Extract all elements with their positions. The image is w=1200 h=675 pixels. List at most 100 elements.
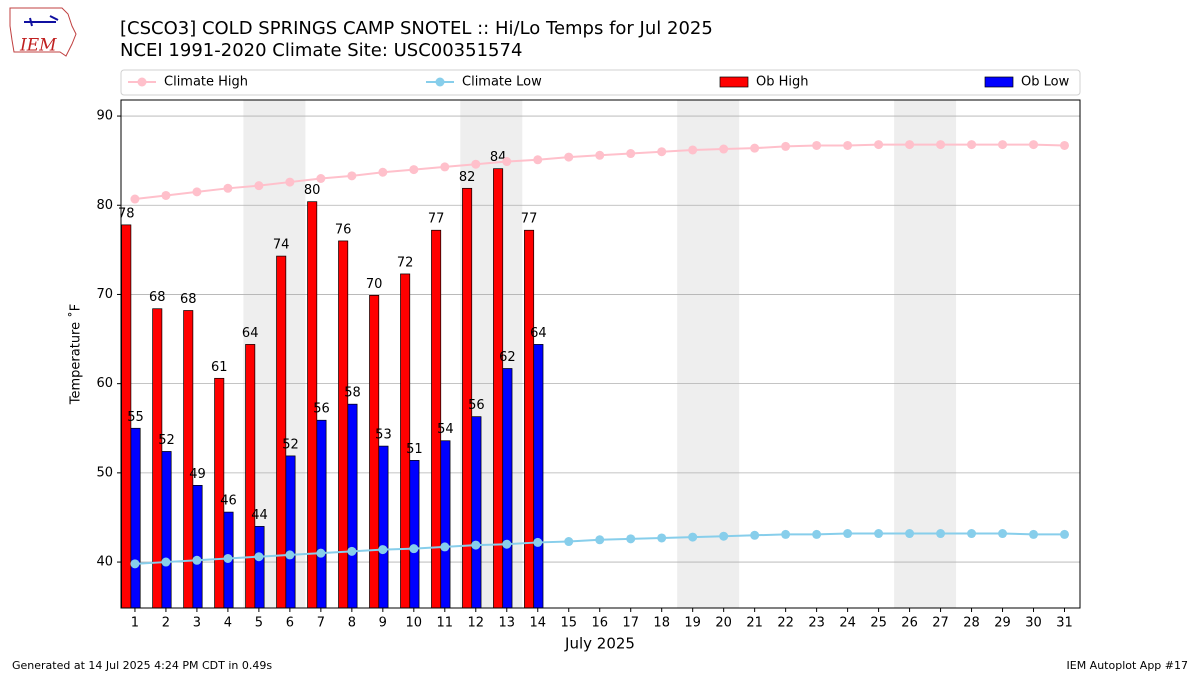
value-label: 54 xyxy=(437,422,454,437)
bar xyxy=(245,344,256,609)
x-tick-label: 24 xyxy=(839,616,856,631)
bar xyxy=(378,445,389,609)
legend-box xyxy=(120,69,1081,96)
line-marker xyxy=(316,173,326,183)
x-tick-label: 16 xyxy=(591,616,608,631)
x-tick-label: 15 xyxy=(560,616,577,631)
y-tick-label: 90 xyxy=(96,109,113,124)
line-marker xyxy=(750,143,760,153)
bar xyxy=(130,427,141,609)
bar xyxy=(502,368,513,609)
value-label: 68 xyxy=(149,290,166,305)
bar xyxy=(409,460,420,609)
value-label: 72 xyxy=(397,255,414,270)
x-tick-label: 14 xyxy=(529,616,546,631)
line-marker xyxy=(843,140,853,150)
value-label: 46 xyxy=(220,494,237,509)
line-marker xyxy=(874,529,884,539)
line-marker xyxy=(223,183,233,193)
bar xyxy=(161,451,172,609)
line-marker xyxy=(564,152,574,162)
bar xyxy=(440,440,451,609)
bar xyxy=(192,484,203,609)
x-tick-label: 26 xyxy=(901,616,918,631)
bar xyxy=(316,419,327,609)
line-marker xyxy=(533,537,543,547)
line-marker xyxy=(595,150,605,160)
value-label: 64 xyxy=(530,326,547,341)
line-marker xyxy=(192,187,202,197)
line-marker xyxy=(409,165,419,175)
line-marker xyxy=(626,149,636,159)
legend-label: Climate High xyxy=(164,75,248,90)
line-marker xyxy=(595,535,605,545)
line-marker xyxy=(1029,529,1039,539)
legend-swatch xyxy=(137,77,147,87)
line-marker xyxy=(347,171,357,181)
line-marker xyxy=(750,530,760,540)
footer-right: IEM Autoplot App #17 xyxy=(1067,659,1189,672)
line-marker xyxy=(905,529,915,539)
line-marker xyxy=(161,190,171,200)
weekend-shade xyxy=(894,100,957,608)
bar xyxy=(285,455,296,609)
footer-left: Generated at 14 Jul 2025 4:24 PM CDT in … xyxy=(12,659,272,672)
legend-label: Ob Low xyxy=(1021,75,1070,90)
line-marker xyxy=(781,141,791,151)
line-marker xyxy=(502,539,512,549)
line-marker xyxy=(719,144,729,154)
x-tick-label: 27 xyxy=(932,616,949,631)
line-marker xyxy=(936,140,946,150)
value-label: 74 xyxy=(273,238,290,253)
value-label: 68 xyxy=(180,292,197,307)
bar xyxy=(524,229,535,609)
line-marker xyxy=(130,559,140,569)
value-label: 49 xyxy=(189,467,206,482)
chart-title: [CSCO3] COLD SPRINGS CAMP SNOTEL :: Hi/L… xyxy=(120,18,713,39)
x-tick-label: 3 xyxy=(193,616,201,631)
value-label: 61 xyxy=(211,360,228,375)
line-marker xyxy=(533,155,543,165)
value-label: 55 xyxy=(127,410,144,425)
line-marker xyxy=(161,557,171,567)
value-label: 58 xyxy=(344,386,361,401)
line-marker xyxy=(688,532,698,542)
x-tick-label: 9 xyxy=(379,616,387,631)
x-tick-label: 7 xyxy=(317,616,325,631)
value-label: 53 xyxy=(375,428,392,443)
line-marker xyxy=(812,140,822,150)
line-marker xyxy=(812,529,822,539)
weekend-shade xyxy=(677,100,740,608)
x-tick-label: 19 xyxy=(684,616,701,631)
x-tick-label: 1 xyxy=(131,616,139,631)
x-tick-label: 21 xyxy=(746,616,763,631)
value-label: 51 xyxy=(406,442,423,457)
bar xyxy=(493,168,504,609)
plot-frame xyxy=(120,99,1081,609)
line-marker xyxy=(130,194,140,204)
x-tick-label: 6 xyxy=(286,616,294,631)
legend-swatch xyxy=(984,76,1014,88)
line-marker xyxy=(657,147,667,157)
line-marker xyxy=(285,177,295,187)
line-marker xyxy=(967,140,977,150)
logo-icon xyxy=(24,15,59,27)
line-marker xyxy=(192,555,202,565)
x-tick-label: 31 xyxy=(1056,616,1073,631)
value-label: 77 xyxy=(428,212,445,227)
line-marker xyxy=(998,140,1008,150)
y-tick-label: 70 xyxy=(96,287,113,302)
line-marker xyxy=(471,159,481,169)
line-marker xyxy=(936,529,946,539)
line-marker xyxy=(440,542,450,552)
value-label: 70 xyxy=(366,277,383,292)
x-tick-label: 30 xyxy=(1025,616,1042,631)
value-label: 44 xyxy=(251,508,268,523)
y-tick-label: 50 xyxy=(96,465,113,480)
x-tick-label: 25 xyxy=(870,616,887,631)
line-marker xyxy=(223,553,233,563)
y-tick-label: 40 xyxy=(96,555,113,570)
line-marker xyxy=(347,546,357,556)
x-tick-label: 13 xyxy=(498,616,515,631)
line-marker xyxy=(967,529,977,539)
